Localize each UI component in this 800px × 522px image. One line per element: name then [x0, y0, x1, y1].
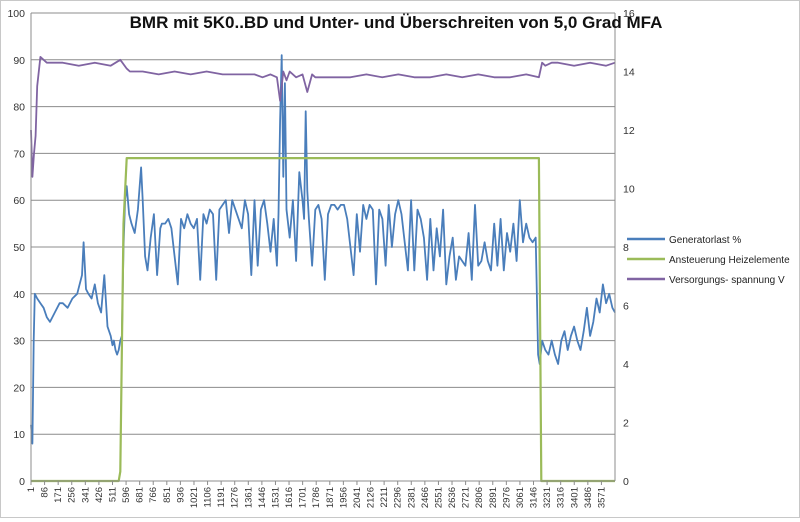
x-tick-label: 1701	[298, 487, 309, 508]
y-right-tick-label: 12	[623, 125, 635, 137]
legend: Generatorlast % Ansteuerung Heizelemente V…	[627, 235, 790, 286]
y-left-tick-label: 10	[13, 429, 25, 441]
x-tick-label: 3231	[542, 487, 553, 508]
x-tick-label: 681	[135, 487, 146, 503]
x-tick-label: 171	[53, 487, 64, 503]
chart-title: BMR mit 5K0..BD und Unter- und Überschre…	[130, 13, 663, 32]
x-tick-label: 2636	[447, 487, 458, 508]
y-left-tick-label: 50	[13, 242, 25, 254]
x-tick-label: 1106	[203, 487, 214, 507]
legend-label: Generatorlast %	[669, 235, 741, 246]
y-left-tick-label: 0	[19, 476, 25, 488]
y-right-tick-label: 14	[623, 67, 635, 79]
y-right-tick-label: 8	[623, 242, 629, 254]
y-left-tick-label: 80	[13, 102, 25, 114]
x-tick-label: 3486	[583, 487, 594, 508]
x-tick-label: 1276	[230, 487, 241, 508]
y-right-tick-label: 0	[623, 476, 629, 488]
series-line-3	[30, 56, 616, 178]
y-left-tick-label: 90	[13, 55, 25, 67]
y-right-tick-label: 16	[623, 8, 635, 20]
y-left-tick-label: 70	[13, 148, 25, 160]
x-tick-label: 1871	[325, 487, 336, 508]
legend-label: Versorgungs- spannung V	[669, 275, 785, 286]
x-tick-label: 1616	[284, 487, 295, 508]
y-left-tick-label: 40	[13, 289, 25, 301]
x-tick-label: 1	[26, 487, 37, 492]
x-tick-label: 1361	[243, 487, 254, 508]
x-tick-label: 1531	[270, 487, 281, 508]
x-tick-label: 2211	[379, 487, 390, 507]
x-tick-label: 2126	[366, 487, 377, 508]
x-tick-label: 3571	[596, 487, 607, 508]
x-tick-label: 766	[148, 487, 159, 503]
x-tick-label: 1446	[257, 487, 268, 508]
x-tick-label: 596	[121, 487, 132, 503]
x-tick-label: 2806	[474, 487, 485, 508]
y-right-tick-label: 2	[623, 418, 629, 430]
x-tick-label: 1786	[311, 487, 322, 508]
x-tick-label: 86	[40, 487, 51, 498]
x-tick-label: 2041	[352, 487, 363, 508]
x-tick-label: 256	[67, 487, 78, 503]
x-tick-label: 2381	[406, 487, 417, 508]
x-tick-label: 851	[162, 487, 173, 503]
y-left-tick-label: 20	[13, 382, 25, 394]
y-left-tick-label: 60	[13, 195, 25, 207]
x-tick-label: 2296	[393, 487, 404, 508]
x-tick-label: 1956	[338, 487, 349, 508]
x-tick-label: 3401	[569, 487, 580, 508]
x-tick-label: 511	[107, 487, 118, 502]
x-tick-label: 936	[175, 487, 186, 503]
x-tick-label: 1021	[189, 487, 200, 508]
legend-label: Ansteuerung Heizelemente	[669, 255, 790, 266]
series-line-2	[31, 157, 615, 483]
y-left-tick-label: 30	[13, 336, 25, 348]
x-tick-label: 2466	[420, 487, 431, 508]
x-tick-label: 2891	[488, 487, 499, 508]
x-tick-label: 1191	[216, 487, 227, 507]
y-left-tick-label: 100	[7, 8, 25, 20]
x-tick-label: 2551	[433, 487, 444, 508]
x-tick-label: 2976	[501, 487, 512, 508]
x-tick-label: 3061	[515, 487, 526, 508]
series-line-1	[30, 54, 616, 445]
y-right-tick-label: 6	[623, 301, 629, 313]
x-tick-label: 3316	[556, 487, 567, 508]
series-layer	[30, 54, 616, 483]
y-right-tick-label: 10	[623, 184, 635, 196]
y-right-tick-label: 4	[623, 359, 629, 371]
x-tick-label: 3146	[529, 487, 540, 508]
x-tick-label: 2721	[461, 487, 472, 508]
x-tick-label: 341	[80, 487, 91, 503]
x-tick-label: 426	[94, 487, 105, 503]
